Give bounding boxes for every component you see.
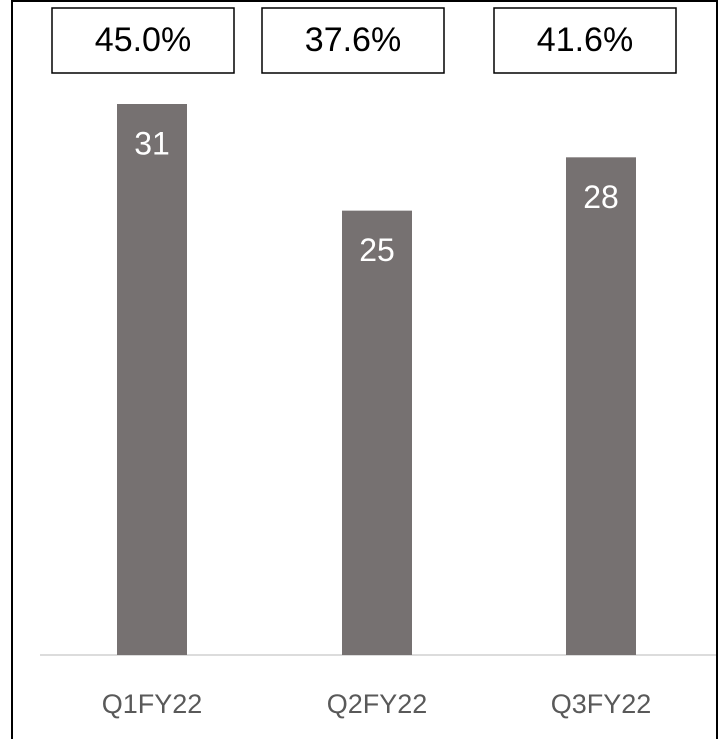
x-tick-label: Q2FY22 <box>327 689 428 719</box>
data-label: 28 <box>583 179 619 215</box>
data-label: 25 <box>359 232 395 268</box>
annotation-box <box>493 7 677 74</box>
frame <box>11 0 718 739</box>
data-label: 31 <box>134 125 170 161</box>
annotation: 37.6% <box>305 21 401 59</box>
bar <box>566 157 636 656</box>
x-tick-label: Q1FY22 <box>102 689 203 719</box>
annotation: 45.0% <box>95 21 191 59</box>
x-tick-label: Q3FY22 <box>551 689 652 719</box>
bar <box>342 210 412 656</box>
annotation-box <box>51 7 235 74</box>
bar <box>117 104 187 655</box>
annotation-box <box>261 7 445 74</box>
annotation: 41.6% <box>537 21 633 59</box>
